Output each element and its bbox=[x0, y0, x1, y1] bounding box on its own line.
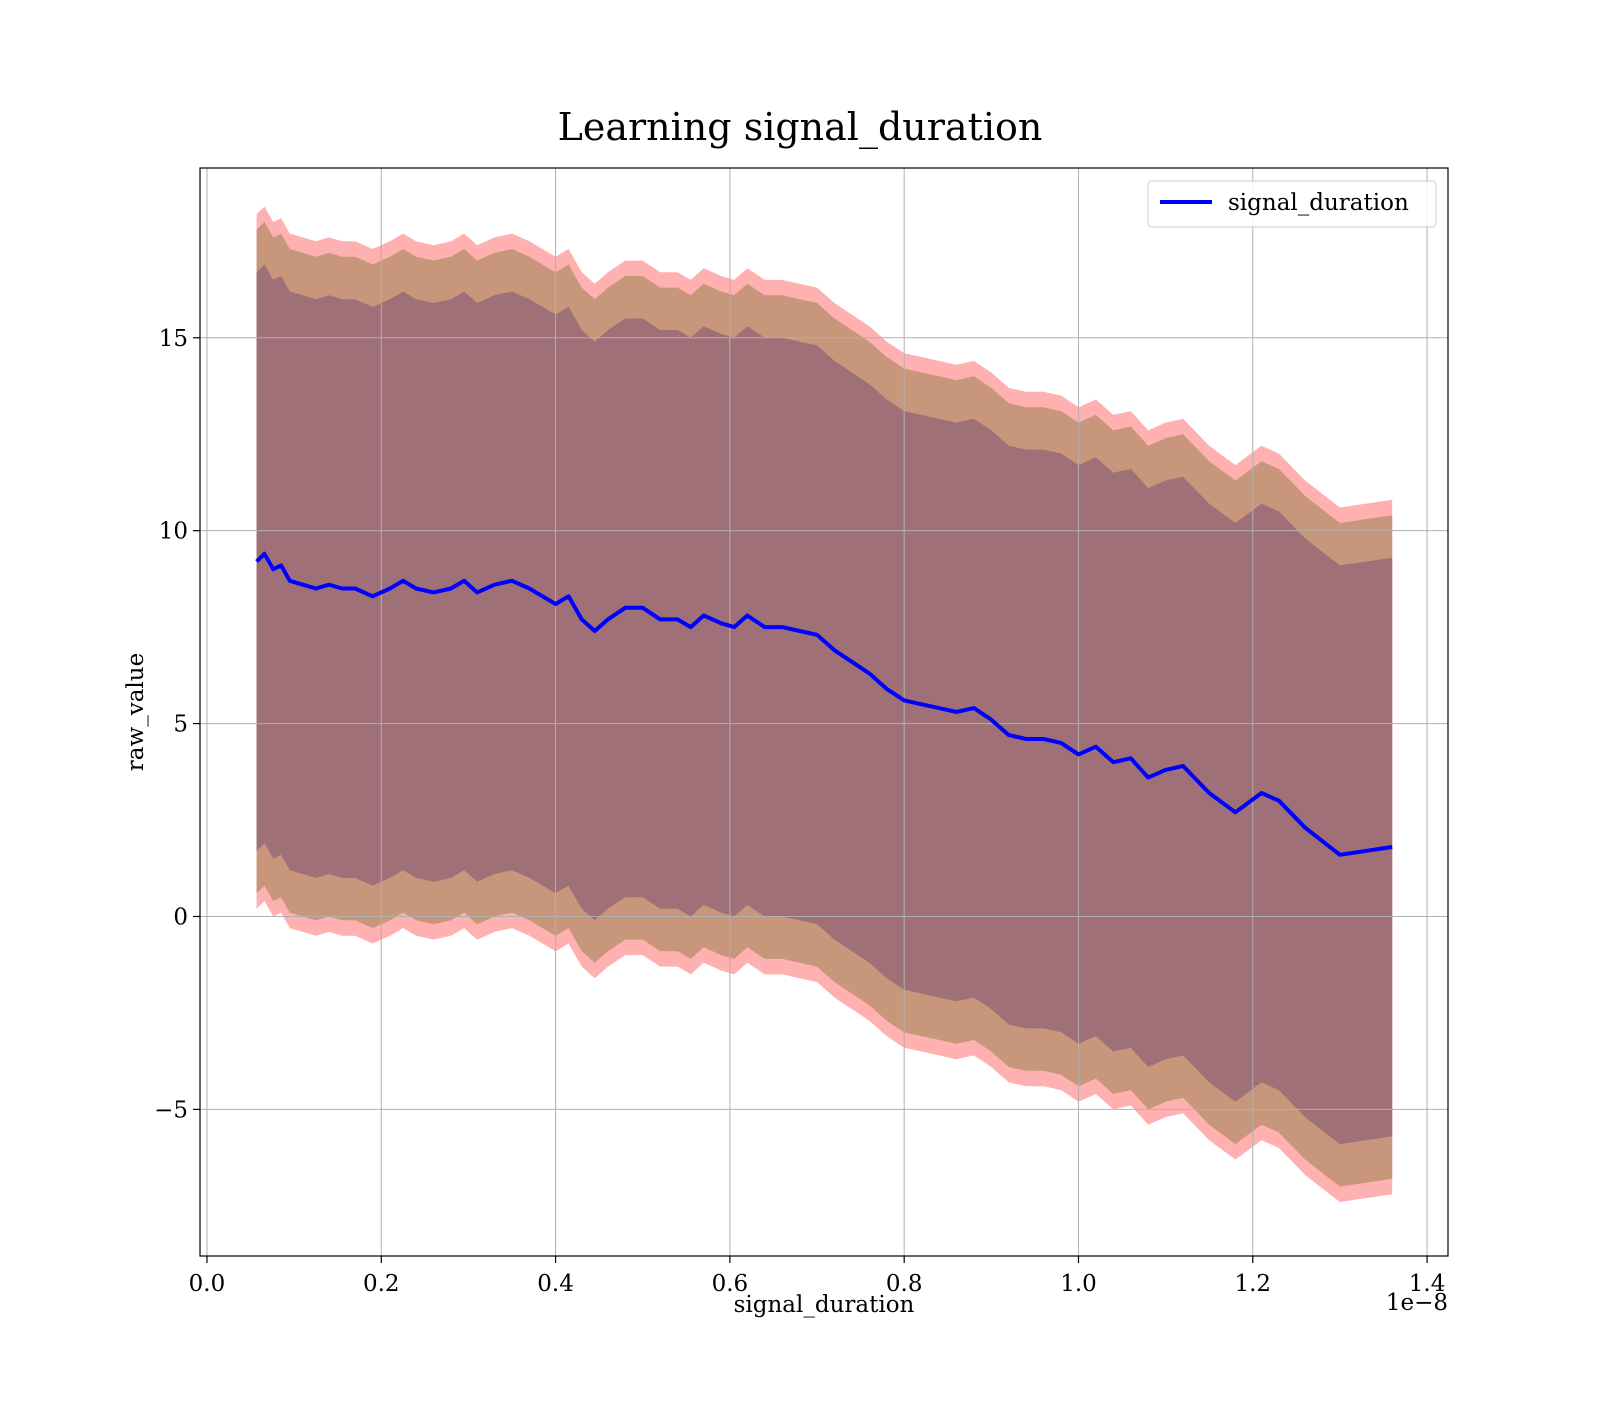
series-line-signal_duration bbox=[255, 551, 1393, 857]
legend: signal_duration bbox=[1147, 180, 1437, 228]
x-tick-label-5: 1.0 bbox=[1060, 1271, 1097, 1297]
x-axis-label: signal_duration bbox=[734, 1292, 915, 1318]
chart-title: Learning signal_duration bbox=[558, 105, 1043, 150]
x-tick-label-6: 1.2 bbox=[1234, 1271, 1271, 1297]
y-tick-label-1: 0 bbox=[173, 904, 188, 930]
plot-frame bbox=[199, 167, 1449, 1257]
x-tick-label-3: 0.6 bbox=[712, 1271, 749, 1297]
x-tick-label-7: 1.4 bbox=[1409, 1271, 1446, 1297]
x-axis-ticks: 0.0 0.2 0.4 0.6 0.8 1.0 1.2 1.4 bbox=[189, 1256, 1446, 1297]
series-line-layer bbox=[255, 551, 1393, 857]
y-axis-ticks: −5 0 5 10 15 bbox=[154, 326, 200, 1123]
y-tick-label-4: 15 bbox=[159, 326, 188, 352]
legend-entry-label: signal_duration bbox=[1228, 190, 1409, 216]
x-axis-offset-label: 1e−8 bbox=[1386, 1290, 1448, 1316]
y-tick-label-2: 5 bbox=[173, 712, 188, 738]
y-axis-label: raw_value bbox=[123, 653, 149, 771]
x-tick-label-2: 0.4 bbox=[537, 1271, 574, 1297]
y-tick-label-3: 10 bbox=[159, 519, 188, 545]
confidence-bands bbox=[256, 206, 1393, 1203]
y-tick-label-0: −5 bbox=[154, 1097, 188, 1123]
x-tick-label-0: 0.0 bbox=[189, 1271, 226, 1297]
x-tick-label-4: 0.8 bbox=[886, 1271, 923, 1297]
legend-box bbox=[1147, 180, 1437, 228]
x-tick-label-1: 0.2 bbox=[363, 1271, 400, 1297]
grid-lines bbox=[200, 168, 1448, 1256]
band-inner bbox=[256, 264, 1393, 1145]
